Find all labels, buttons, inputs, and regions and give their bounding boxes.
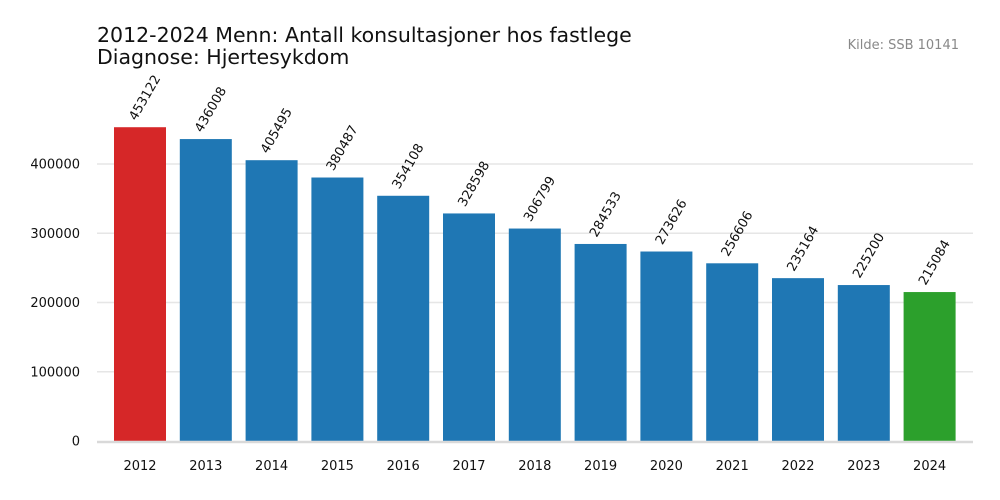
bar-value-label: 354108 <box>390 141 428 191</box>
chart-title-line1: 2012-2024 Menn: Antall konsultasjoner ho… <box>97 23 632 47</box>
bar-value-label: 380487 <box>324 123 362 173</box>
bar-2013 <box>179 139 232 441</box>
bar-2024 <box>903 292 956 441</box>
bar-value-label: 328598 <box>455 159 493 209</box>
y-tick-label: 0 <box>72 435 80 450</box>
chart-title: 2012-2024 Menn: Antall konsultasjoner ho… <box>97 24 632 68</box>
bar-2022 <box>772 278 824 441</box>
bar-value-label: 453122 <box>126 73 164 123</box>
y-axis-tick-labels: 0 100000 200000 300000 400000 <box>30 158 80 450</box>
chart-title-line2: Diagnose: Hjertesykdom <box>97 45 350 69</box>
bar-2016 <box>377 195 430 441</box>
bar-2018 <box>508 228 561 441</box>
bar-value-label: 235164 <box>784 224 822 274</box>
bar-2015 <box>311 177 364 441</box>
bar-2012 <box>114 127 166 441</box>
y-tick-label: 300000 <box>30 227 80 242</box>
x-tick-label: 2014 <box>255 459 288 474</box>
bar-2020 <box>640 251 693 441</box>
bar-value-label: 273626 <box>653 197 691 247</box>
x-tick-label: 2023 <box>847 459 880 474</box>
x-axis-tick-labels: 2012 2013 2014 2015 2016 2017 2018 2019 2020 2021… <box>123 459 946 474</box>
x-tick-label: 2020 <box>650 459 683 474</box>
x-tick-label: 2018 <box>518 459 551 474</box>
bar-2014 <box>245 160 298 442</box>
bar-2019 <box>574 243 627 441</box>
x-tick-label: 2021 <box>716 459 749 474</box>
bar-value-label: 225200 <box>850 231 888 281</box>
x-tick-label: 2017 <box>452 459 485 474</box>
x-tick-label: 2019 <box>584 459 617 474</box>
x-tick-label: 2024 <box>913 459 946 474</box>
bar-value-label: 215084 <box>916 238 954 288</box>
x-tick-label: 2022 <box>781 459 814 474</box>
bar-2017 <box>443 213 495 441</box>
source-note: Kilde: SSB 10141 <box>847 38 959 53</box>
y-tick-label: 100000 <box>30 365 80 380</box>
bar-value-label: 306799 <box>521 174 559 224</box>
bar-value-label: 405495 <box>258 106 296 156</box>
bar-value-label: 284533 <box>587 189 625 239</box>
y-tick-label: 400000 <box>30 158 80 173</box>
bar-value-label: 256606 <box>719 209 757 259</box>
bar-2023 <box>837 285 890 441</box>
x-tick-label: 2016 <box>387 459 420 474</box>
x-tick-label: 2015 <box>321 459 354 474</box>
bars <box>114 127 956 442</box>
y-tick-label: 200000 <box>30 296 80 311</box>
bar-value-label: 436008 <box>192 85 230 135</box>
bar-2021 <box>706 263 759 441</box>
x-tick-label: 2013 <box>189 459 222 474</box>
x-tick-label: 2012 <box>123 459 156 474</box>
